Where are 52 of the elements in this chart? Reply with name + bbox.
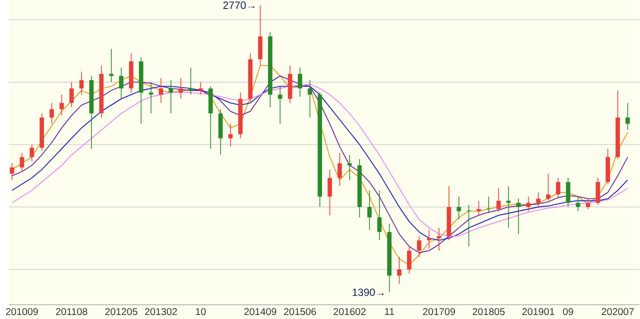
candlestick — [328, 168, 332, 216]
candlestick — [30, 144, 34, 162]
candlestick — [546, 173, 550, 201]
x-tick-label: 201506 — [284, 308, 316, 315]
candlestick — [456, 196, 462, 220]
candlestick — [20, 152, 24, 172]
x-tick-label: 202007 — [602, 308, 634, 315]
x-tick-label: 201205 — [105, 308, 138, 315]
candlestick — [397, 256, 402, 284]
annotation: 1390→ — [352, 288, 384, 296]
candlestick — [625, 102, 630, 130]
candlestick — [69, 82, 74, 108]
candlestick — [367, 190, 372, 230]
candlestick — [407, 246, 412, 274]
x-tick-label: 10 — [196, 308, 206, 315]
candlestick — [278, 86, 282, 124]
candlestick — [536, 192, 540, 208]
x-tick-label: 201709 — [423, 308, 455, 315]
candlestick — [566, 177, 570, 208]
x-tick-label: 201108 — [56, 308, 88, 315]
candlestick — [377, 190, 382, 240]
candlestick — [188, 67, 193, 95]
x-tick-label: 201901 — [522, 308, 554, 315]
candlestick — [338, 152, 342, 186]
candlestick — [59, 94, 64, 116]
candlestick — [556, 177, 560, 199]
x-tick-label: 11 — [384, 308, 394, 315]
candlestick — [426, 229, 432, 249]
candlestick — [178, 77, 184, 99]
annotation: 2770→ — [223, 1, 255, 9]
x-tick-label: 201009 — [6, 308, 38, 315]
x-tick-label: 201602 — [334, 308, 366, 315]
candlestick — [496, 188, 501, 212]
x-tick-label: 09 — [563, 308, 574, 315]
candlestick — [119, 67, 124, 99]
candlestick — [347, 154, 352, 180]
candlestick — [50, 102, 54, 124]
candlestick — [596, 177, 600, 206]
candlestick — [109, 48, 114, 82]
candlestick — [258, 4, 262, 66]
candlestick — [228, 123, 233, 147]
candlestick — [526, 196, 531, 212]
candlestick — [476, 200, 481, 216]
candlestick — [298, 67, 302, 97]
x-tick-label: 201805 — [472, 308, 505, 315]
x-tick-label: 201302 — [145, 308, 177, 315]
candlestick — [168, 79, 174, 114]
candlestick — [308, 79, 312, 118]
x-tick-label: 201409 — [244, 308, 276, 315]
candlestick — [79, 71, 84, 95]
candlestick — [416, 236, 422, 258]
candlestick — [198, 82, 203, 95]
